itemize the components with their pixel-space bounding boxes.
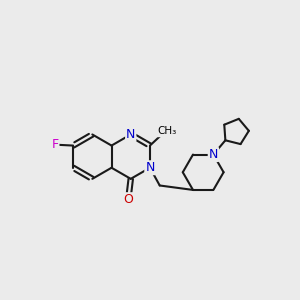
- Text: F: F: [51, 138, 58, 151]
- Text: N: N: [209, 148, 218, 161]
- Text: O: O: [124, 193, 134, 206]
- Text: N: N: [126, 128, 135, 141]
- Text: N: N: [145, 161, 154, 174]
- Text: CH₃: CH₃: [157, 126, 176, 136]
